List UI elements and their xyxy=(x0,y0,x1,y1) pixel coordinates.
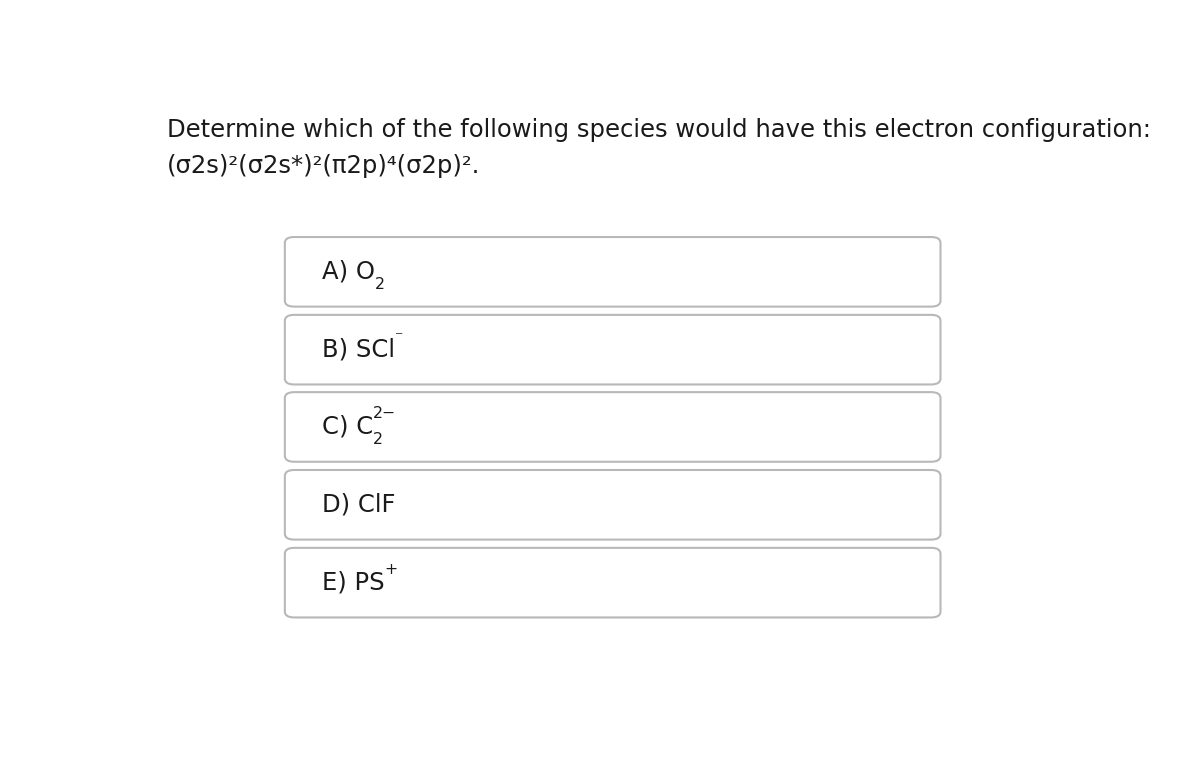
FancyBboxPatch shape xyxy=(284,315,941,385)
Text: A) O: A) O xyxy=(322,260,376,284)
Text: C) C: C) C xyxy=(322,415,373,439)
Text: Determine which of the following species would have this electron configuration:: Determine which of the following species… xyxy=(167,119,1151,142)
FancyBboxPatch shape xyxy=(284,392,941,462)
FancyBboxPatch shape xyxy=(284,548,941,617)
Text: B) SCl: B) SCl xyxy=(322,338,395,362)
Text: 2: 2 xyxy=(373,433,383,447)
Text: ⁻: ⁻ xyxy=(395,329,403,344)
Text: E) PS: E) PS xyxy=(322,571,385,594)
Text: 2: 2 xyxy=(376,277,385,293)
Text: (σ2s)²(σ2s*)²(π2p)⁴(σ2p)².: (σ2s)²(σ2s*)²(π2p)⁴(σ2p)². xyxy=(167,154,480,178)
Text: 2−: 2− xyxy=(373,407,396,421)
FancyBboxPatch shape xyxy=(284,237,941,306)
Text: +: + xyxy=(385,562,397,577)
Text: D) ClF: D) ClF xyxy=(322,493,396,517)
Text: 2: 2 xyxy=(373,433,383,447)
FancyBboxPatch shape xyxy=(284,470,941,539)
